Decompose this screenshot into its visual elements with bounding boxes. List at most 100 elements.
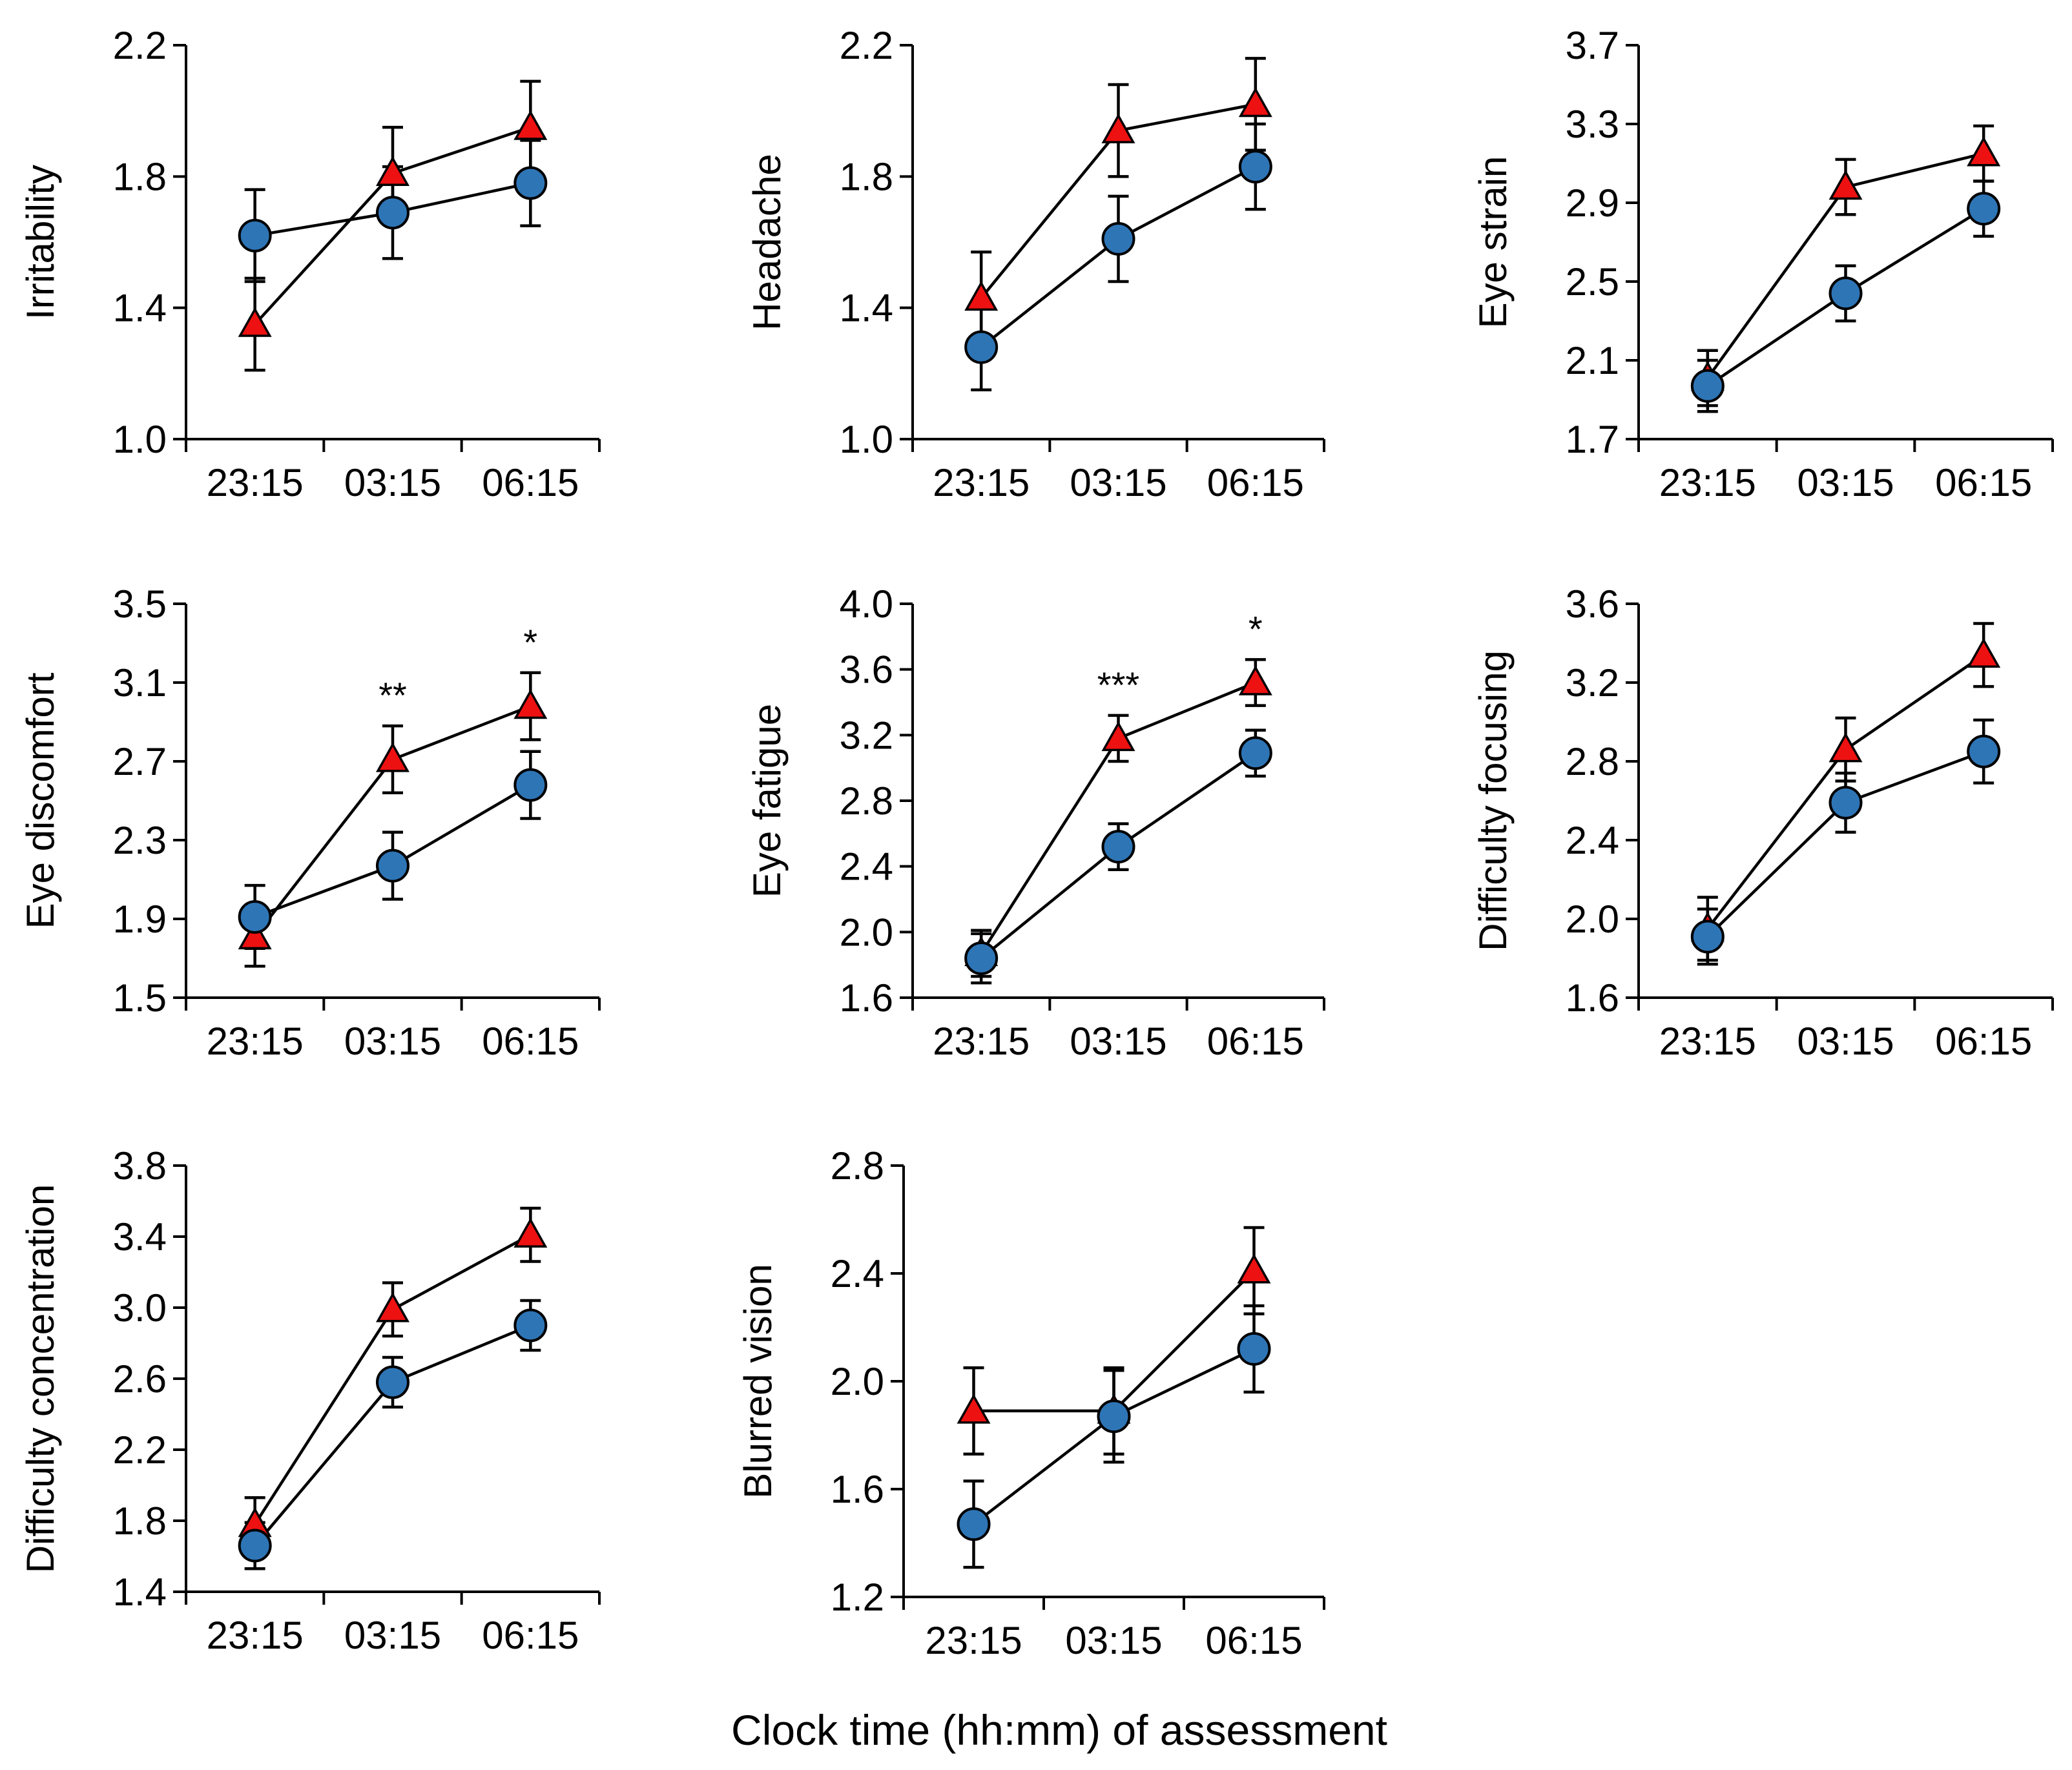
y-tick-label: 1.4 — [113, 287, 167, 330]
circle-marker — [376, 1365, 409, 1399]
y-tick-label: 3.3 — [1566, 103, 1619, 146]
y-tick-label: 2.2 — [113, 24, 167, 67]
circle-marker — [238, 900, 272, 934]
y-axis-label: Blurred vision — [736, 1264, 780, 1499]
triangle-marker — [1101, 113, 1135, 143]
y-tick-label: 2.4 — [831, 1252, 884, 1295]
x-tick-label: 06:15 — [482, 461, 579, 504]
circle-marker — [238, 1528, 272, 1563]
y-tick-label: 3.2 — [840, 714, 893, 757]
circle-marker — [1238, 150, 1272, 184]
x-tick-label: 06:15 — [1207, 461, 1304, 504]
triangle-marker — [964, 280, 999, 311]
circle-marker — [376, 849, 409, 883]
y-axis-label: Eye fatigue — [745, 704, 789, 898]
y-axis-label: Difficulty concentration — [19, 1184, 62, 1574]
y-tick-label: 1.8 — [840, 155, 893, 198]
y-tick-label: 3.4 — [113, 1215, 167, 1259]
x-tick-label: 03:15 — [1065, 1619, 1162, 1662]
significance-marker: * — [1248, 608, 1263, 649]
x-tick-label: 03:15 — [344, 1020, 441, 1063]
y-tick-label: 1.9 — [113, 898, 167, 941]
y-tick-label: 2.0 — [831, 1360, 884, 1403]
y-tick-label: 2.2 — [840, 24, 893, 67]
circle-marker — [957, 1507, 991, 1541]
x-tick-label: 23:15 — [207, 1614, 304, 1657]
triangle-marker — [238, 919, 272, 950]
y-tick-label: 2.8 — [831, 1144, 884, 1188]
y-tick-label: 1.0 — [113, 418, 167, 461]
x-tick-label: 23:15 — [925, 1619, 1022, 1662]
y-tick-label: 2.5 — [1566, 260, 1619, 304]
y-tick-label: 2.9 — [1566, 181, 1619, 225]
x-tick-label: 06:15 — [1207, 1020, 1304, 1063]
circle-marker — [1238, 736, 1272, 770]
y-tick-label: 1.6 — [840, 976, 893, 1020]
chart-panel: 1.6 2.0 2.4 2.8 3.2 3.6 23:15 03:15 06:15 Difficu… — [1471, 582, 2054, 1063]
circle-marker — [1967, 734, 2001, 768]
chart-panel: 1.7 2.1 2.5 2.9 3.3 3.7 23:15 03:15 06:15 Eye str… — [1471, 24, 2054, 504]
y-tick-label: 1.6 — [1566, 976, 1619, 1020]
y-tick-label: 1.4 — [113, 1570, 167, 1614]
circle-marker — [1690, 920, 1725, 954]
x-tick-label: 03:15 — [1797, 461, 1894, 504]
circle-marker — [964, 942, 999, 975]
y-axis-label: Eye discomfort — [19, 672, 62, 929]
y-tick-label: 2.0 — [1566, 898, 1619, 941]
y-tick-label: 1.2 — [831, 1576, 884, 1619]
chart-panel: 1.4 1.8 2.2 2.6 3.0 3.4 3.8 23:15 03:15 06:15 Diff… — [19, 1144, 601, 1657]
triangle-marker — [376, 156, 409, 186]
y-tick-label: 2.4 — [1566, 819, 1619, 862]
circle-marker — [1829, 786, 1863, 820]
triangle-marker — [513, 1217, 548, 1248]
triangle-marker — [1829, 170, 1863, 200]
triangle-marker — [1967, 637, 2001, 668]
x-tick-label: 23:15 — [933, 1020, 1030, 1063]
circle-marker — [238, 218, 272, 252]
circle-marker — [1237, 1332, 1271, 1366]
significance-marker: ** — [378, 675, 407, 715]
triangle-marker — [238, 307, 272, 337]
chart-panel: 1.0 1.4 1.8 2.2 23:15 03:15 06:15 Irritability — [19, 24, 601, 504]
x-tick-label: 23:15 — [207, 461, 304, 504]
x-tick-label: 23:15 — [1659, 1020, 1756, 1063]
y-tick-label: 3.7 — [1566, 24, 1619, 67]
circle-marker — [1101, 221, 1135, 256]
y-tick-label: 1.7 — [1566, 418, 1619, 461]
y-tick-label: 2.0 — [840, 911, 893, 954]
y-tick-label: 3.0 — [113, 1286, 167, 1330]
y-tick-label: 2.8 — [1566, 740, 1619, 783]
circle-marker — [1967, 192, 2001, 226]
triangle-marker — [1967, 136, 2001, 167]
circle-marker — [376, 196, 409, 230]
chart-panel: 1.2 1.6 2.0 2.4 2.8 23:15 03:15 06:15 Blurred vi… — [736, 1144, 1325, 1662]
triangle-marker — [376, 742, 409, 772]
y-tick-label: 1.4 — [840, 287, 893, 330]
y-tick-label: 2.6 — [113, 1357, 167, 1401]
x-tick-label: 03:15 — [1070, 461, 1166, 504]
y-tick-label: 1.6 — [831, 1468, 884, 1511]
triangle-marker — [1238, 87, 1272, 118]
y-axis-label: Irritability — [19, 165, 62, 320]
circle-marker — [1097, 1399, 1131, 1434]
triangle-marker — [513, 689, 548, 719]
triangle-marker — [1101, 721, 1135, 752]
y-tick-label: 3.8 — [113, 1144, 167, 1188]
triangle-marker — [957, 1394, 991, 1424]
circle-marker — [513, 166, 548, 200]
y-tick-label: 1.0 — [840, 418, 893, 461]
circle-marker — [513, 768, 548, 802]
y-tick-label: 1.8 — [113, 1499, 167, 1543]
x-tick-label: 06:15 — [482, 1614, 579, 1657]
circle-marker — [1690, 369, 1725, 403]
circle-marker — [1829, 276, 1863, 311]
y-tick-label: 3.1 — [113, 661, 167, 705]
triangle-marker — [1829, 732, 1863, 763]
triangle-marker — [1238, 665, 1272, 695]
x-tick-label: 03:15 — [344, 461, 441, 504]
figure-x-axis-title: Clock time (hh:mm) of assessment — [731, 1706, 1387, 1754]
y-axis-label: Eye strain — [1471, 156, 1515, 329]
x-tick-label: 23:15 — [933, 461, 1030, 504]
y-tick-label: 2.2 — [113, 1428, 167, 1472]
